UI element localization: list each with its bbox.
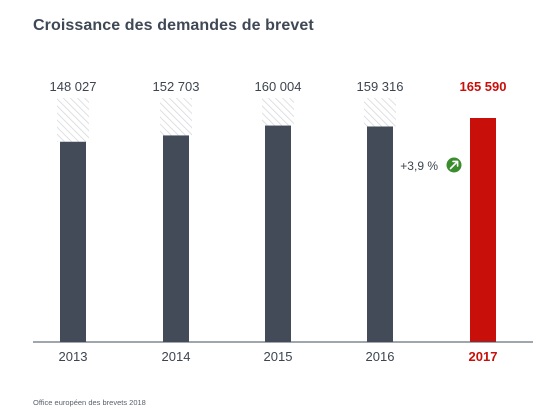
bar-2016 [367,126,393,342]
source-note: Office européen des brevets 2018 [33,398,146,407]
value-label-2016: 159 316 [357,79,404,94]
bar-2014 [163,135,189,342]
x-tick-label-2013: 2013 [59,349,88,364]
growth-annotation: +3,9 % [400,158,461,174]
value-label-2014: 152 703 [153,79,200,94]
x-tick-label-2016: 2016 [366,349,395,364]
arrow-up-right-icon [447,158,462,173]
bar-2013 [60,142,86,342]
value-label-2017: 165 590 [460,79,507,94]
bar-2017 [470,118,496,342]
value-label-2013: 148 027 [50,79,97,94]
x-tick-label-2014: 2014 [162,349,191,364]
growth-annotation-text: +3,9 % [400,159,438,173]
bar-ghost-hatch [160,98,192,135]
bar-2015 [265,126,291,342]
bar-ghost-hatch [57,98,89,142]
x-tick-label-2017: 2017 [469,349,498,364]
value-label-2015: 160 004 [255,79,302,94]
bar-ghost-hatch [364,98,396,126]
bar-ghost-hatch [262,98,294,126]
x-tick-label-2015: 2015 [264,349,293,364]
